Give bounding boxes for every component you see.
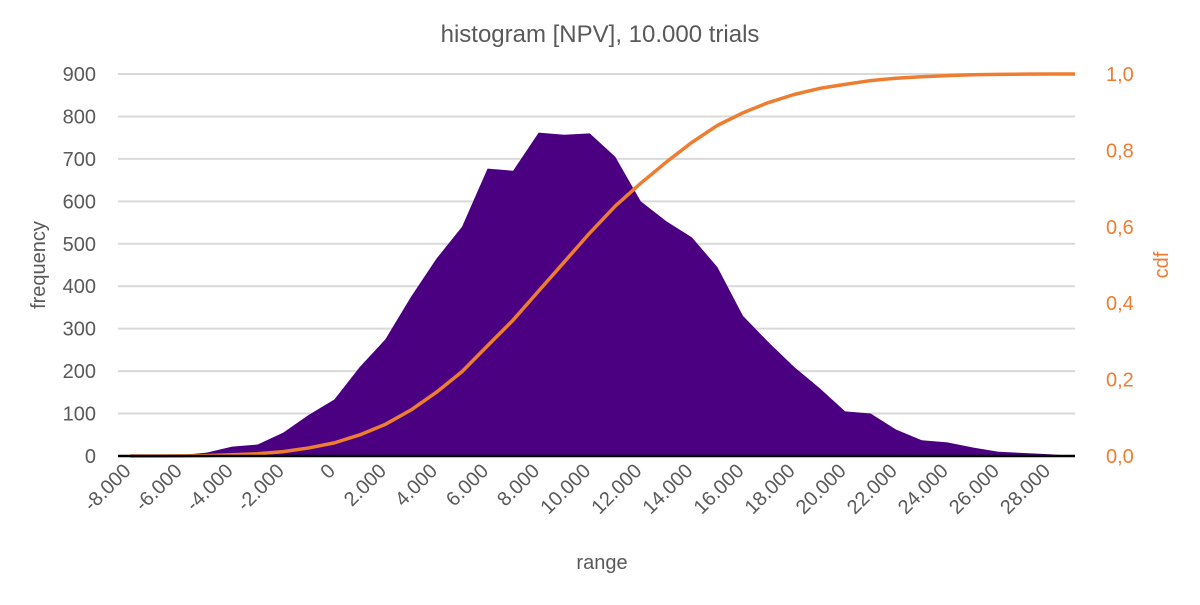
y2-axis-label: cdf <box>1151 251 1173 278</box>
x-tick-label: 18.000 <box>741 460 800 519</box>
y-tick-label: 700 <box>63 149 96 171</box>
y-tick-label: 200 <box>63 361 96 383</box>
y-tick-label: 600 <box>63 191 96 213</box>
x-tick-label: -2.000 <box>233 460 289 516</box>
y2-tick-label: 0,4 <box>1106 293 1134 315</box>
x-tick-label: -4.000 <box>182 460 238 516</box>
x-tick-label: 6.000 <box>442 460 493 511</box>
y2-tick-label: 0,6 <box>1106 217 1134 239</box>
x-tick-label: 12.000 <box>588 460 647 519</box>
y-tick-label: 0 <box>85 446 96 468</box>
y-tick-label: 900 <box>63 64 96 86</box>
x-tick-label: 16.000 <box>690 460 749 519</box>
y-tick-label: 100 <box>63 404 96 426</box>
x-tick-label: 28.000 <box>996 460 1055 519</box>
x-tick-label: 20.000 <box>792 460 851 519</box>
y2-tick-label: 0,0 <box>1106 446 1134 468</box>
y-tick-label: 800 <box>63 106 96 128</box>
x-tick-label: 24.000 <box>894 460 953 519</box>
x-tick-label: -6.000 <box>131 460 187 516</box>
y2-tick-label: 1,0 <box>1106 64 1134 86</box>
y2-tick-label: 0,2 <box>1106 370 1134 392</box>
y-axis-label: frequency <box>28 221 50 309</box>
chart-title: histogram [NPV], 10.000 trials <box>441 21 760 48</box>
x-tick-label: 4.000 <box>391 460 442 511</box>
y-tick-label: 300 <box>63 319 96 341</box>
x-tick-label: 0 <box>316 460 339 483</box>
frequency-area <box>130 133 1075 456</box>
x-tick-label: -8.000 <box>80 460 136 516</box>
y-tick-label: 500 <box>63 234 96 256</box>
x-tick-label: 26.000 <box>945 460 1004 519</box>
x-axis-label: range <box>576 552 627 574</box>
x-tick-label: 10.000 <box>536 460 595 519</box>
x-tick-label: 2.000 <box>340 460 391 511</box>
y2-tick-label: 0,8 <box>1106 140 1134 162</box>
y-tick-label: 400 <box>63 276 96 298</box>
x-tick-label: 22.000 <box>843 460 902 519</box>
x-tick-label: 14.000 <box>639 460 698 519</box>
